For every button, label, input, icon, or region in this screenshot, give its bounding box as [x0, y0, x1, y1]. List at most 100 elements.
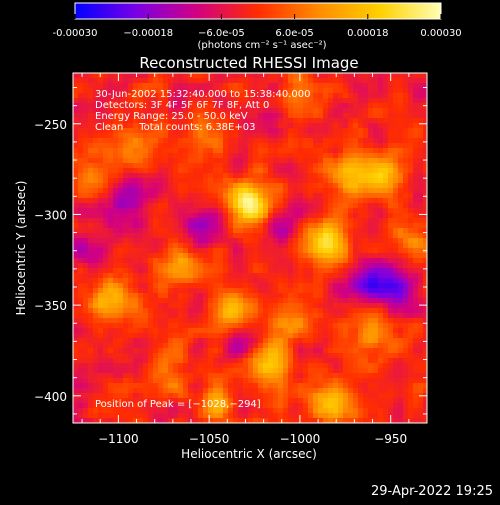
heatmap-cell: [273, 418, 278, 423]
heatmap-cell: [188, 138, 193, 143]
heatmap-cell: [353, 213, 358, 218]
heatmap-cell: [73, 133, 78, 138]
heatmap-cell: [203, 298, 208, 303]
heatmap-cell: [308, 208, 313, 213]
heatmap-cell: [208, 213, 213, 218]
heatmap-cell: [278, 393, 283, 398]
colorbar-tick-label: 0.00030: [420, 28, 461, 39]
heatmap-cell: [413, 88, 418, 93]
heatmap-cell: [278, 373, 283, 378]
heatmap-cell: [308, 343, 313, 348]
heatmap-cell: [383, 378, 388, 383]
heatmap-cell: [403, 408, 408, 413]
heatmap-cell: [73, 263, 78, 268]
heatmap-cell: [203, 393, 208, 398]
heatmap-cell: [158, 203, 163, 208]
heatmap-cell: [383, 343, 388, 348]
heatmap-cell: [208, 363, 213, 368]
heatmap-cell: [148, 253, 153, 258]
heatmap-cell: [158, 363, 163, 368]
heatmap-cell: [93, 283, 98, 288]
heatmap-cell: [288, 273, 293, 278]
heatmap-cell: [188, 153, 193, 158]
heatmap-cell: [283, 393, 288, 398]
heatmap-cell: [193, 73, 198, 78]
heatmap-cell: [333, 338, 338, 343]
heatmap-cell: [73, 338, 78, 343]
heatmap-cell: [338, 148, 343, 153]
heatmap-cell: [88, 178, 93, 183]
heatmap-cell: [108, 323, 113, 328]
heatmap-cell: [298, 268, 303, 273]
heatmap-cell: [108, 83, 113, 88]
heatmap-cell: [178, 178, 183, 183]
heatmap-cell: [318, 73, 323, 78]
heatmap-cell: [163, 218, 168, 223]
heatmap-cell: [153, 203, 158, 208]
heatmap-cell: [338, 98, 343, 103]
heatmap-cell: [353, 78, 358, 83]
heatmap-cell: [228, 143, 233, 148]
heatmap-cell: [113, 148, 118, 153]
heatmap-cell: [258, 293, 263, 298]
heatmap-cell: [263, 268, 268, 273]
heatmap-cell: [248, 153, 253, 158]
heatmap-cell: [323, 288, 328, 293]
heatmap-cell: [173, 253, 178, 258]
heatmap-cell: [183, 83, 188, 88]
heatmap-cell: [288, 233, 293, 238]
heatmap-cell: [423, 358, 427, 363]
heatmap-cell: [153, 288, 158, 293]
heatmap-cell: [248, 228, 253, 233]
heatmap-cell: [328, 133, 333, 138]
heatmap-cell: [258, 248, 263, 253]
heatmap-cell: [413, 198, 418, 203]
heatmap-cell: [348, 308, 353, 313]
heatmap-cell: [398, 383, 403, 388]
heatmap-cell: [283, 278, 288, 283]
heatmap-cell: [188, 233, 193, 238]
heatmap-cell: [148, 198, 153, 203]
heatmap-cell: [203, 188, 208, 193]
heatmap-cell: [233, 253, 238, 258]
heatmap-cell: [288, 148, 293, 153]
heatmap-cell: [268, 153, 273, 158]
heatmap-cell: [103, 208, 108, 213]
heatmap-cell: [128, 343, 133, 348]
heatmap-cell: [368, 258, 373, 263]
heatmap-cell: [313, 98, 318, 103]
heatmap-cell: [378, 178, 383, 183]
heatmap-cell: [333, 368, 338, 373]
heatmap-cell: [193, 333, 198, 338]
heatmap-cell: [173, 383, 178, 388]
heatmap-cell: [143, 158, 148, 163]
heatmap-cell: [178, 303, 183, 308]
heatmap-cell: [268, 233, 273, 238]
heatmap-cell: [273, 223, 278, 228]
heatmap-cell: [373, 123, 378, 128]
heatmap-cell: [248, 208, 253, 213]
heatmap-cell: [208, 198, 213, 203]
heatmap-cell: [158, 323, 163, 328]
heatmap-cell: [328, 368, 333, 373]
heatmap-cell: [183, 163, 188, 168]
heatmap-cell: [183, 168, 188, 173]
heatmap-cell: [228, 278, 233, 283]
heatmap-cell: [198, 318, 203, 323]
heatmap-cell: [423, 133, 427, 138]
heatmap-cell: [103, 283, 108, 288]
heatmap-cell: [328, 418, 333, 423]
heatmap-cell: [83, 313, 88, 318]
heatmap-cell: [363, 358, 368, 363]
heatmap-cell: [403, 248, 408, 253]
heatmap-cell: [373, 173, 378, 178]
heatmap-cell: [313, 243, 318, 248]
heatmap-cell: [118, 233, 123, 238]
heatmap-cell: [118, 263, 123, 268]
heatmap-cell: [188, 168, 193, 173]
heatmap-cell: [113, 318, 118, 323]
heatmap-cell: [78, 208, 83, 213]
heatmap-cell: [213, 223, 218, 228]
heatmap-cell: [398, 238, 403, 243]
heatmap-cell: [333, 383, 338, 388]
